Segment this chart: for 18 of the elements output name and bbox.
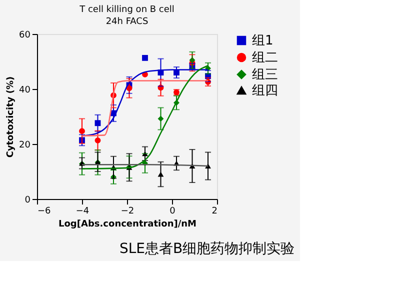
- legend-label: 组二: [252, 50, 278, 66]
- y-axis-title: Cytotoxicity (%): [6, 76, 16, 158]
- x-tick-label: −4: [76, 206, 90, 216]
- legend-label: 组三: [252, 68, 278, 82]
- text: SLE患者B细胞药物抑制实验: [119, 241, 295, 257]
- y-tick-label: 40: [19, 86, 31, 96]
- x-tick-label: −2: [120, 206, 134, 216]
- legend-label: 组1: [252, 34, 274, 48]
- x-axis-title: Log[Abs.concentration]/nM: [58, 220, 197, 230]
- y-tick-label: 20: [19, 140, 31, 150]
- x-tick-label: −6: [38, 206, 52, 216]
- legend-label: 组四: [252, 84, 278, 98]
- y-tick-label: 60: [19, 30, 31, 40]
- chart-title: T cell killing on B cell: [78, 5, 174, 15]
- x-tick-label: 0: [170, 206, 176, 216]
- y-tick-label: 0: [24, 196, 31, 206]
- x-tick-label: 2: [212, 206, 218, 216]
- chart-subtitle: 24h FACS: [106, 17, 148, 27]
